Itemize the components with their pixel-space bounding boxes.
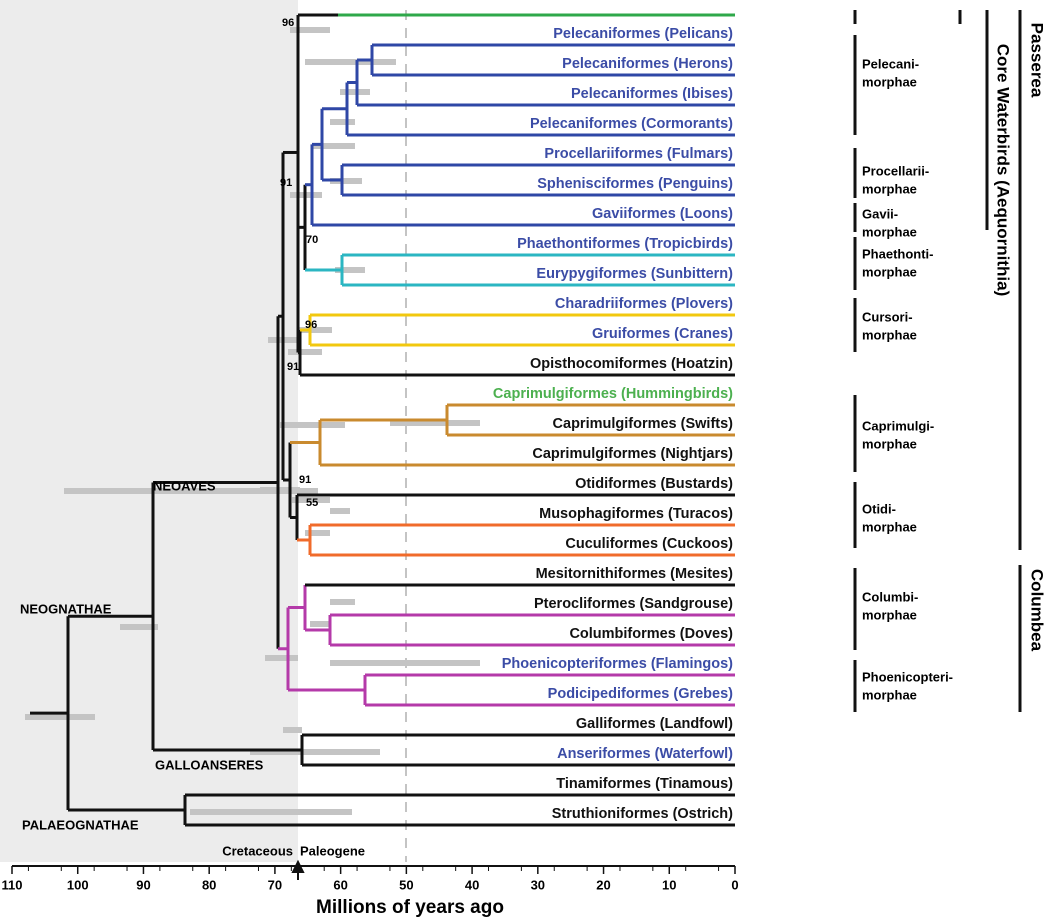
taxon-label: Phaethontiformes (Tropicbirds) [517,236,733,252]
taxon-label: Pterocliformes (Sandgrouse) [534,596,733,612]
support-value: 96 [282,17,294,29]
support-value: 96 [305,319,317,331]
group-label: Phoenicopteri- [862,669,953,684]
taxon-label: Caprimulgiformes (Nightjars) [532,446,733,462]
taxon-label: Pelecaniformes (Herons) [562,56,733,72]
error-bar [265,655,298,661]
period-label: Paleogene [300,843,365,858]
taxon-label: Gaviiformes (Loons) [592,206,733,222]
taxon-label: Mesitornithiformes (Mesites) [536,566,734,582]
taxon-label: Musophagiformes (Turacos) [539,506,733,522]
error-bar [190,809,352,815]
clade-label: NEOGNATHAE [20,601,112,616]
group-label: morphae [862,327,917,342]
error-bar [283,727,302,733]
taxon-label: Charadriiformes (Plovers) [555,296,733,312]
group-label: morphae [862,519,917,534]
taxon-label: Phoenicopteriformes (Flamingos) [502,656,733,672]
group-label: Gavii- [862,206,898,221]
group-label: morphae [862,436,917,451]
group-label: morphae [862,264,917,279]
group-label: morphae [862,181,917,196]
error-bar [330,660,480,666]
group-label: morphae [862,687,917,702]
tick-label: 10 [662,877,676,892]
error-bar [25,714,95,720]
taxon-label: Tinamiformes (Tinamous) [556,776,733,792]
group-label: Procellarii- [862,163,929,178]
taxon-label: Eurypygiformes (Sunbittern) [536,266,733,282]
error-bar [290,27,330,33]
error-bar [330,119,355,125]
taxon-label: Pelecaniformes (Pelicans) [553,26,733,42]
tick-label: 40 [465,877,479,892]
group-label: morphae [862,224,917,239]
support-value: 70 [306,234,318,246]
taxon-label: Cuculiformes (Cuckoos) [565,536,733,552]
taxon-label: Podicipediformes (Grebes) [548,686,733,702]
support-value: 91 [299,474,311,486]
cretaceous-shade [0,0,298,862]
group-label: Cursori- [862,309,913,324]
tick-label: 50 [399,877,413,892]
taxon-label: Otidiformes (Bustards) [575,476,733,492]
group-label: Phaethonti- [862,246,934,261]
taxon-label: Procellariiformes (Fulmars) [544,146,733,162]
taxon-label: Caprimulgiformes (Swifts) [553,416,734,432]
tick-label: 110 [2,877,23,892]
error-bar [305,59,396,65]
clade-label: GALLOANSERES [155,757,264,772]
page: {"leaves":[ {"label":"Pelecaniformes (Pe… [0,0,1046,920]
error-bar [288,349,322,355]
tick-label: 20 [596,877,610,892]
error-bar [280,422,345,428]
taxon-label: Columbiformes (Doves) [569,626,733,642]
superorder-label: Columbea [1028,569,1046,652]
support-value: 91 [280,177,292,189]
superorder-label: Passerea [1028,23,1046,98]
superorder-label: Core Waterbirds (Aequornithia) [994,44,1013,297]
error-bar [330,508,350,514]
group-label: Otidi- [862,501,896,516]
tick-label: 80 [202,877,216,892]
clade-label: PALAEOGNATHAE [22,817,139,832]
group-label: morphae [862,74,917,89]
taxon-label: Pelecaniformes (Ibises) [571,86,733,102]
taxon-label: Gruiformes (Cranes) [592,326,733,342]
support-value: 91 [287,361,299,373]
group-label: Pelecani- [862,56,919,71]
period-label: Cretaceous [222,843,293,858]
phylogeny: Pelecaniformes (Pelicans) Pelecaniformes … [0,0,1046,920]
axis-title: Millions of years ago [316,897,504,918]
kpg-arrow [293,862,303,880]
taxon-label: Struthioniformes (Ostrich) [552,806,733,822]
group-label: Caprimulgi- [862,418,934,433]
tick-label: 70 [268,877,282,892]
taxon-label: Anseriformes (Waterfowl) [557,746,733,762]
error-bar [310,621,330,627]
tick-label: 30 [531,877,545,892]
taxon-label: Sphenisciformes (Penguins) [537,176,733,192]
group-label: morphae [862,607,917,622]
taxon-label: Pelecaniformes (Cormorants) [530,116,733,132]
tick-label: 100 [67,877,89,892]
error-bar [340,89,370,95]
clade-label: NEOAVES [153,478,216,493]
taxon-label: Opisthocomiformes (Hoatzin) [530,356,733,372]
tick-label: 90 [136,877,150,892]
support-value: 55 [306,497,318,509]
group-label: Columbi- [862,589,918,604]
tick-label: 0 [731,877,738,892]
error-bar [330,599,355,605]
taxon-label: Galliformes (Landfowl) [576,716,733,732]
tick-label: 60 [333,877,347,892]
taxon-label: Caprimulgiformes (Hummingbirds) [493,386,733,402]
